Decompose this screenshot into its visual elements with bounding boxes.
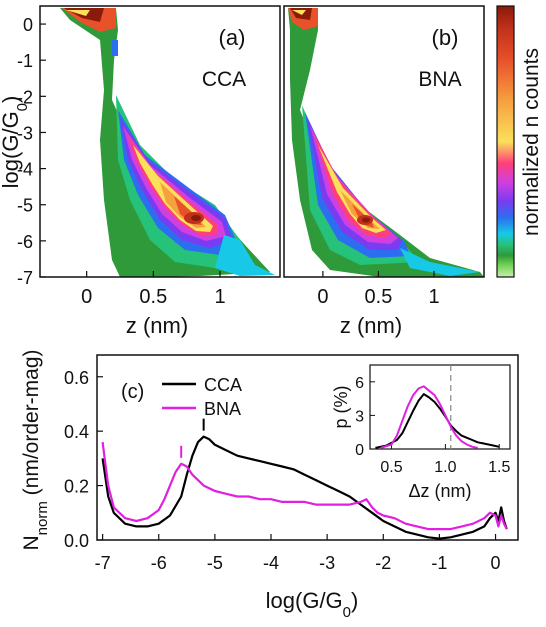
inset-x-tick-label: 0.5 [380,459,402,476]
x-tick-label-b: 0 [317,286,328,308]
panel-label-c: (c) [121,381,144,403]
axes-frame-c [96,354,519,541]
y-tick-label-a: -4 [17,160,33,180]
legend-label-bna: BNA [204,399,241,419]
x-tick-label-c: -7 [95,553,111,573]
x-tick-label-a: 0 [81,286,92,308]
panel-tag-bna: BNA [418,68,461,91]
x-tick-label-c: -4 [263,553,279,573]
y-tick-label-a: -1 [17,51,33,71]
colorbar-gradient [496,5,515,278]
inset-x-tick-label: 1.5 [488,459,510,476]
y-axis-ticks-a: 0 -1 -2 -3 -4 -5 -6 -7 [17,15,46,288]
inset-series-lines [375,385,500,449]
inset-y-ticks: 0 3 6 [355,375,375,459]
inset-x-ticks: 0.5 1.0 1.5 [380,444,510,476]
x-tick-label-c: -1 [431,553,447,573]
panel-label-b: (b) [432,25,459,50]
x-tick-label-b: 0.5 [365,286,393,308]
x-axis-ticks-c: -7 -6 -5 -4 -3 -2 -1 0 [95,534,501,573]
x-tick-label-a: 1 [214,286,225,308]
inset-y-tick-label: 6 [355,375,364,392]
x-tick-label-c: -5 [207,553,223,573]
heatmap-a-density [40,6,280,277]
panel-b-heatmap: (b) BNA 0 0.5 1 z (nm) [283,5,485,338]
x-tick-label-a: 0.5 [139,286,167,308]
inset-y-tick-label: 0 [355,442,364,459]
x-axis-label-a: z (nm) [126,313,188,338]
x-tick-label-b: 1 [428,286,439,308]
y-tick-label-c: 0.2 [64,477,89,497]
inset-y-tick-label: 3 [355,408,364,425]
x-axis-ticks-b: 0 0.5 1 [317,271,440,308]
y-tick-label-a: -3 [17,123,33,143]
x-tick-label-c: -6 [151,553,167,573]
series-lines-c [101,435,508,540]
panel-label-a: (a) [219,25,246,50]
y-tick-label-a: -5 [17,196,33,216]
panel-c-line-chart: 0.0 0.2 0.4 0.6 -7 -6 -5 -4 -3 -2 -1 0 (c) CCA BNA… [20,349,519,621]
y-axis-label-c: Nnorm (nm/order-mag) [20,349,51,550]
colorbar: normalized n counts [496,5,543,278]
panel-a-heatmap: (a) CCA 0-1-2-3-4-5-6-7 0 0.5 1 z (nm) log… [0,5,281,338]
inset-series-cca [375,393,500,449]
y-axis-ticks-c: 0.0 0.2 0.4 0.6 [64,368,103,551]
colorbar-label: normalized n counts [520,48,543,236]
inset-x-axis-label: Δz (nm) [408,481,471,501]
x-axis-label-b: z (nm) [340,313,402,338]
heatmap-b-density [284,6,484,277]
y-tick-label-c: 0.6 [64,368,89,388]
inset-frame [369,364,511,450]
series-line-bna [101,441,508,531]
y-tick-label-a: -7 [17,268,33,288]
x-tick-label-c: 0 [491,553,501,573]
y-tick-label-a: -2 [17,87,33,107]
x-tick-label-c: -3 [319,553,335,573]
axes-frame-b [283,5,485,278]
inset-x-tick-label: 1.0 [434,459,456,476]
inset-series-bna [380,385,478,449]
x-axis-label-c: log(G/G0) [266,588,359,621]
y-tick-label-a: 0 [23,15,33,35]
y-tick-label-a: -6 [17,232,33,252]
peak-markers-c [180,418,205,458]
y-tick-label-c: 0.4 [64,422,89,442]
axes-frame-a [39,5,281,278]
legend-label-cca: CCA [204,375,242,395]
inset-y-axis-label: p (%) [331,385,351,428]
panel-tag-cca: CCA [202,68,246,91]
x-axis-ticks-a: 0 0.5 1 [81,271,226,308]
x-tick-label-c: -2 [375,553,391,573]
series-line-cca [101,435,508,540]
inset-histogram: 0 3 6 0.5 1.0 1.5 Δz (nm) p (%) [331,364,511,501]
legend-c: CCA BNA [162,375,242,419]
y-tick-label-c: 0.0 [64,531,89,551]
